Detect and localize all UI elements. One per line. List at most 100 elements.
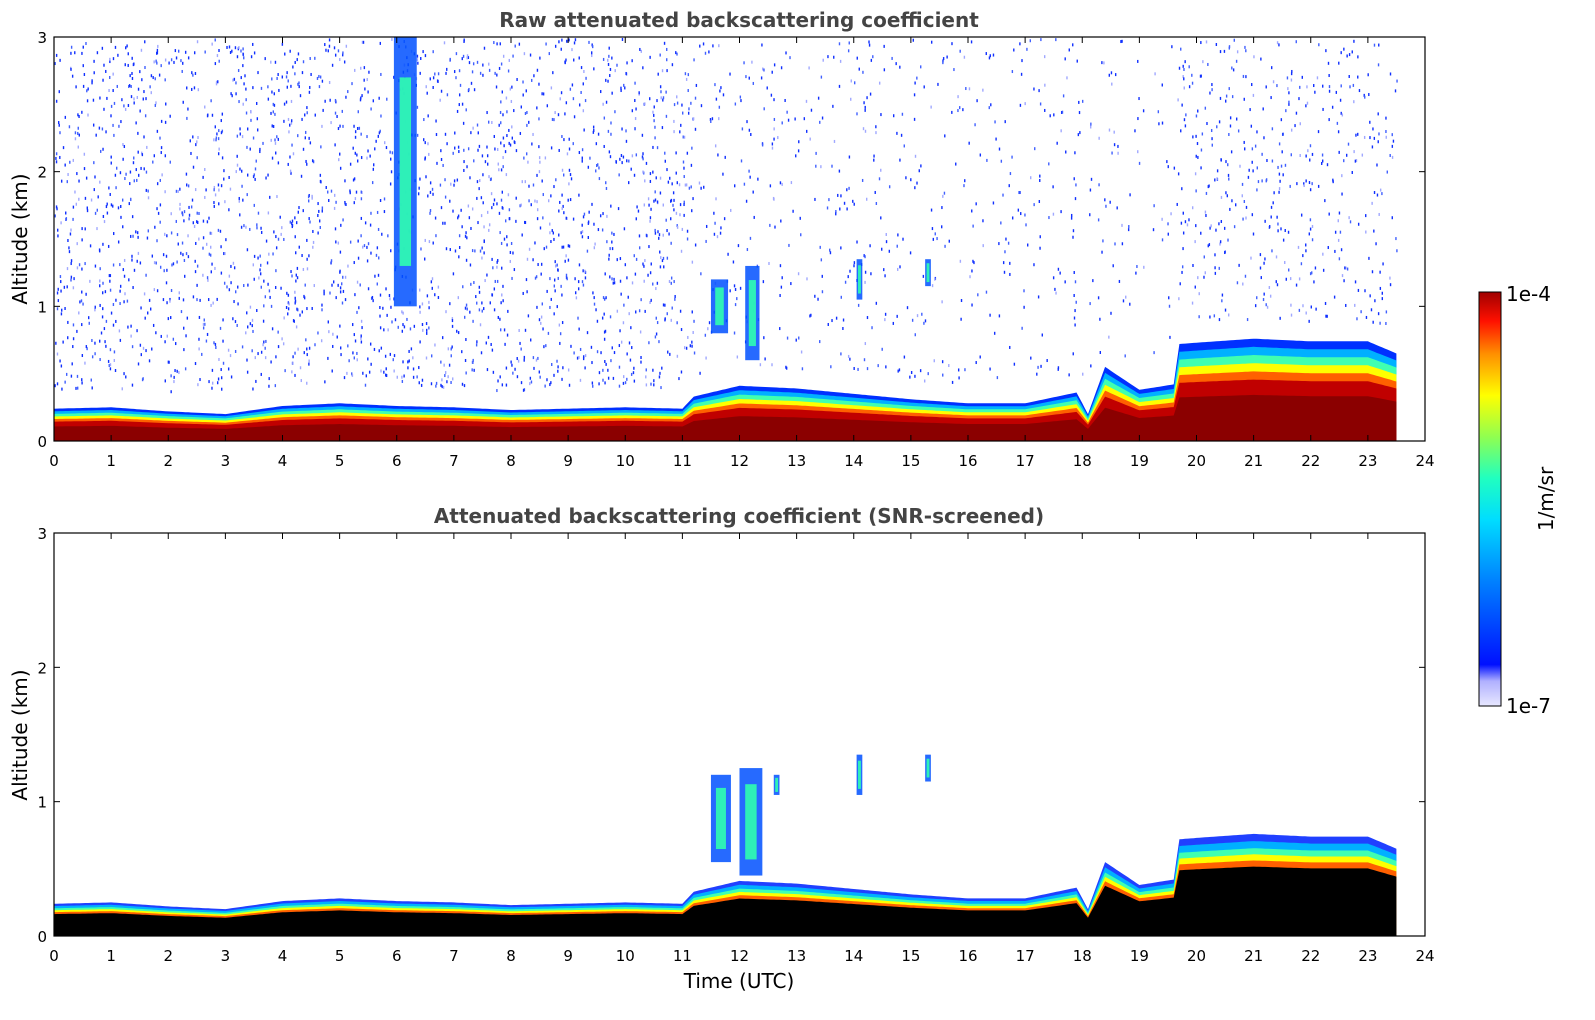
noise-speckle <box>662 96 665 100</box>
noise-speckle <box>294 296 296 300</box>
noise-speckle <box>177 189 179 193</box>
noise-speckle <box>1299 122 1301 126</box>
noise-speckle <box>576 356 579 360</box>
noise-speckle <box>82 64 84 68</box>
noise-speckle <box>409 327 412 331</box>
noise-speckle <box>160 334 162 338</box>
noise-speckle <box>429 181 432 185</box>
noise-speckle <box>988 106 990 110</box>
noise-speckle <box>964 368 966 372</box>
noise-speckle <box>444 195 447 199</box>
noise-speckle <box>278 88 280 92</box>
noise-speckle <box>1338 150 1340 154</box>
noise-speckle <box>1073 177 1075 181</box>
x-tick-label: 9 <box>563 947 573 965</box>
noise-speckle <box>1348 53 1351 57</box>
x-tick-label: 17 <box>1016 452 1035 470</box>
noise-speckle <box>341 53 344 57</box>
noise-speckle <box>502 284 504 288</box>
noise-speckle <box>421 322 424 326</box>
noise-speckle <box>982 244 984 248</box>
noise-speckle <box>136 231 139 235</box>
noise-speckle <box>123 300 125 304</box>
noise-speckle <box>486 111 488 115</box>
noise-speckle <box>67 239 69 243</box>
noise-speckle <box>462 121 465 125</box>
noise-speckle <box>211 262 213 266</box>
noise-speckle <box>849 357 851 361</box>
noise-speckle <box>426 331 428 335</box>
noise-speckle <box>186 116 188 120</box>
noise-speckle <box>562 204 564 208</box>
noise-speckle <box>370 107 372 111</box>
noise-speckle <box>654 190 656 194</box>
noise-speckle <box>1046 359 1048 363</box>
noise-speckle <box>613 277 615 281</box>
noise-speckle <box>853 81 856 85</box>
noise-speckle <box>1376 193 1379 197</box>
noise-speckle <box>252 387 254 391</box>
noise-speckle <box>101 46 104 50</box>
noise-speckle <box>512 371 514 375</box>
noise-speckle <box>267 97 270 101</box>
noise-speckle <box>958 376 960 380</box>
noise-speckle <box>519 341 521 345</box>
noise-speckle <box>264 57 266 61</box>
noise-speckle <box>158 73 161 77</box>
noise-speckle <box>781 182 783 186</box>
noise-speckle <box>109 192 111 196</box>
noise-speckle <box>167 360 170 364</box>
noise-speckle <box>515 149 518 153</box>
noise-speckle <box>235 92 237 96</box>
noise-speckle <box>589 156 591 160</box>
noise-speckle <box>1002 193 1004 197</box>
noise-speckle <box>1324 199 1326 203</box>
noise-speckle <box>970 40 973 44</box>
noise-speckle <box>639 330 642 334</box>
y-axis-label: Altitude (km) <box>8 669 32 800</box>
noise-speckle <box>66 267 69 271</box>
noise-speckle <box>538 318 541 322</box>
noise-speckle <box>1277 165 1279 169</box>
noise-speckle <box>285 306 288 310</box>
noise-speckle <box>1013 362 1016 366</box>
noise-speckle <box>1273 191 1275 195</box>
noise-speckle <box>1369 120 1371 124</box>
noise-speckle <box>713 232 716 236</box>
noise-speckle <box>62 146 65 150</box>
noise-speckle <box>296 307 298 311</box>
noise-speckle <box>610 204 612 208</box>
noise-speckle <box>1364 289 1366 293</box>
noise-speckle <box>139 109 141 113</box>
noise-speckle <box>99 339 101 343</box>
noise-speckle <box>454 131 456 135</box>
noise-speckle <box>592 291 594 295</box>
noise-speckle <box>482 201 484 205</box>
noise-speckle <box>1279 179 1281 183</box>
noise-speckle <box>596 164 598 168</box>
noise-speckle <box>821 290 824 294</box>
noise-speckle <box>1090 122 1092 126</box>
noise-speckle <box>444 221 446 225</box>
noise-speckle <box>676 181 679 185</box>
noise-speckle <box>743 61 745 65</box>
noise-speckle <box>746 120 748 124</box>
noise-speckle <box>246 358 248 362</box>
noise-speckle <box>1052 276 1055 280</box>
noise-speckle <box>538 370 541 374</box>
noise-speckle <box>1030 176 1032 180</box>
noise-speckle <box>257 211 260 215</box>
noise-speckle <box>1198 315 1200 319</box>
noise-speckle <box>353 356 355 360</box>
noise-speckle <box>715 197 717 201</box>
noise-speckle <box>364 87 366 91</box>
noise-speckle <box>1338 257 1341 261</box>
noise-speckle <box>424 54 427 58</box>
noise-speckle <box>591 202 593 206</box>
noise-speckle <box>488 175 490 179</box>
noise-speckle <box>561 135 563 139</box>
noise-speckle <box>595 308 597 312</box>
noise-speckle <box>683 213 685 217</box>
noise-speckle <box>391 151 394 155</box>
noise-speckle <box>160 119 163 123</box>
